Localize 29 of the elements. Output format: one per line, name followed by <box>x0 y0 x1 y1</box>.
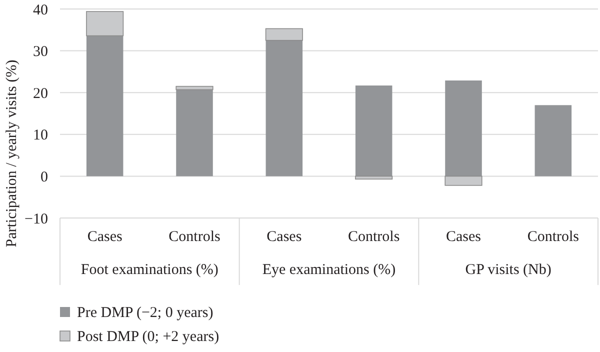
text: GP visits (Nb) <box>465 262 552 278</box>
bar <box>176 86 214 90</box>
legend-label: Post DMP (0; +2 years) <box>77 329 220 345</box>
bar <box>445 80 482 176</box>
y-tick-label: 10 <box>33 128 48 144</box>
bar <box>355 176 393 180</box>
y-tick-label: −10 <box>24 211 48 228</box>
text: Foot examinations (%) <box>80 262 218 278</box>
x-tick-label: Controls <box>348 229 400 245</box>
x-tick-label: Cases <box>266 229 302 245</box>
bar <box>266 40 303 176</box>
bar <box>176 90 213 176</box>
y-axis-title: Participation / yearly visits (%) <box>4 60 20 248</box>
y-tick-label: 20 <box>33 86 48 102</box>
y-tick-label: 0 <box>40 169 48 186</box>
bar <box>265 28 303 41</box>
x-tick-label: Cases <box>87 229 122 245</box>
bar <box>86 11 124 36</box>
bar <box>444 176 482 186</box>
y-tick-label: 40 <box>33 2 48 18</box>
bar <box>355 85 392 176</box>
text: Eye examinations (%) <box>262 262 396 278</box>
y-tick-label: 30 <box>33 44 48 60</box>
x-tick-label: Controls <box>168 229 220 245</box>
x-tick-label: Controls <box>527 229 580 245</box>
x-tick-label: Cases <box>446 229 482 245</box>
bar <box>86 36 124 176</box>
legend-label: Pre DMP (−2; 0 years) <box>77 305 214 321</box>
bar <box>534 105 572 176</box>
